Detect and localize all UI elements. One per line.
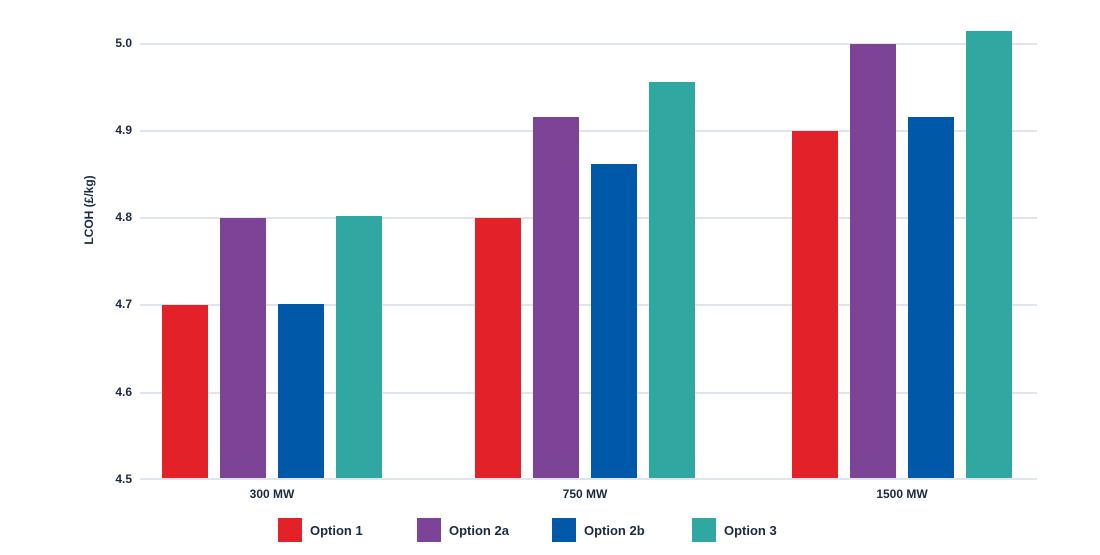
legend-swatch (552, 518, 576, 542)
bar-option-2b[interactable] (908, 116, 954, 480)
x-tick-label: 750 MW (562, 487, 608, 501)
legend-item-option-2b[interactable]: Option 2b (552, 518, 645, 542)
y-tick-label: 4.8 (115, 210, 132, 225)
legend-item-option-2a[interactable]: Option 2a (417, 518, 509, 542)
bar-option-2a[interactable] (533, 116, 579, 480)
y-tick-label: 5.0 (115, 35, 132, 50)
legend-label: Option 3 (724, 522, 777, 538)
legend-label: Option 1 (310, 522, 363, 538)
x-tick-label: 1500 MW (876, 487, 928, 501)
bar-option-2a[interactable] (220, 218, 266, 480)
legend-label: Option 2a (449, 522, 509, 538)
legend-item-option-3[interactable]: Option 3 (692, 518, 777, 542)
y-tick-label: 4.5 (115, 472, 132, 486)
gridline (140, 304, 1037, 307)
gridline (140, 217, 1037, 220)
bar-option-1[interactable] (162, 305, 208, 480)
legend-item-option-1[interactable]: Option 1 (278, 518, 363, 542)
gridline (140, 129, 1037, 132)
y-tick-label: 4.6 (115, 384, 132, 399)
legend-swatch (692, 518, 716, 542)
legend-swatch (278, 518, 302, 542)
bar-option-2b[interactable] (591, 164, 637, 480)
legend-swatch (417, 518, 441, 542)
bar-option-3[interactable] (336, 216, 382, 480)
y-tick-label: 4.7 (115, 297, 132, 312)
gridline (140, 391, 1037, 394)
legend-label: Option 2b (584, 522, 645, 538)
bar-option-2a[interactable] (850, 43, 896, 480)
x-tick-label: 300 MW (249, 487, 295, 501)
x-axis-line (140, 478, 1037, 480)
bar-option-1[interactable] (792, 130, 838, 480)
y-tick-label: 4.9 (115, 122, 132, 137)
bar-option-1[interactable] (475, 218, 521, 480)
bar-option-3[interactable] (966, 31, 1012, 480)
plot-area (140, 0, 1037, 480)
bar-option-2b[interactable] (278, 303, 324, 480)
gridline (140, 42, 1037, 45)
bar-option-3[interactable] (649, 82, 695, 480)
